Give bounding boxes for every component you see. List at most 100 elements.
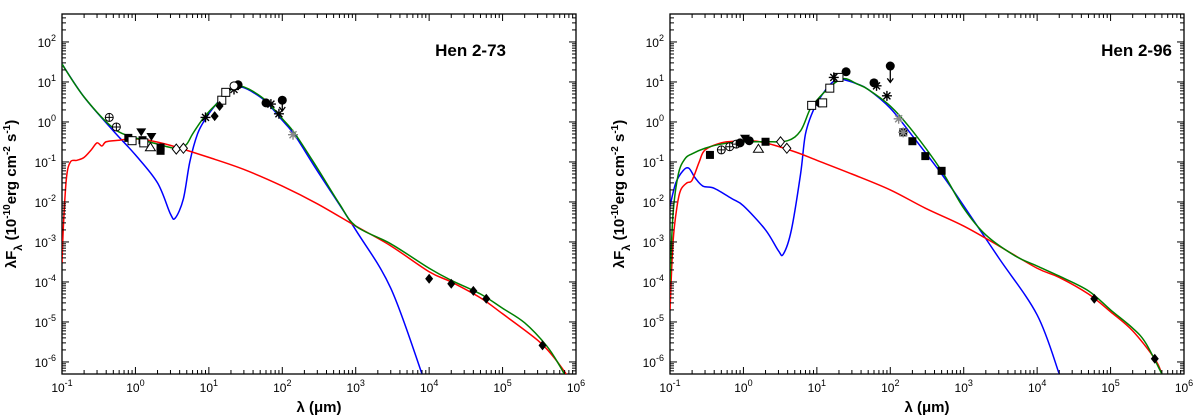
chart-title: Hen 2-73 [435,41,506,60]
x-tick-label: 106 [567,378,585,395]
x-tick-label: 101 [200,378,218,395]
filled-square-marker [921,152,930,161]
gray-asterisk-marker [288,129,299,140]
x-tick-labels: 10-1 100 101 102 103 104 105 106 [51,378,585,395]
filled-diamond-marker [210,111,219,122]
x-tick-label: 104 [420,378,438,395]
y-tick-label: 10-6 [643,353,664,370]
marker-cross [105,113,114,122]
filled-circle-marker [885,61,895,71]
y-tick-label: 10-6 [35,353,56,370]
y-axis-label: λFλ (10-10erg cm-2 s-1) [610,120,633,268]
y-tick-label: 10-1 [35,153,56,170]
filled-triangle-down-marker [136,128,147,137]
y-tick-label: 101 [38,73,56,90]
y-tick-label: 100 [646,113,664,130]
asterisk-marker [200,112,211,123]
x-axis-label: λ (μm) [904,399,949,416]
red-model-curve [670,139,1163,374]
filled-circle-marker [735,138,745,148]
y-tick-label: 10-3 [35,233,56,250]
open-square-marker [127,136,137,146]
series-lines [62,63,568,374]
circle-cross-marker [725,142,735,152]
ticks [669,13,1184,375]
y-tick-label: 102 [646,33,664,50]
filled-diamond-marker [1090,293,1099,304]
green-model-curve [670,77,1163,374]
plot-area-right: Hen 2-96 10-1 100 101 102 103 104 105 106 10-6 1… [643,13,1193,395]
filled-diamond-marker [1150,353,1159,364]
asterisk-marker [273,108,284,119]
gray-asterisk-marker [893,113,904,124]
open-diamond-marker [782,142,792,155]
y-tick-label: 10-4 [643,273,664,290]
marker-cross [725,142,734,151]
x-tick-label: 105 [493,378,511,395]
x-tick-label: 105 [1101,378,1119,395]
x-tick-label: 100 [126,378,144,395]
open-triangle-marker [752,143,765,153]
filled-square-marker [937,166,946,175]
filled-square-marker [156,146,165,155]
y-tick-labels: 10-6 10-5 10-4 10-3 10-2 10-1 100 101 102 [643,33,664,370]
open-diamond-marker [171,143,181,155]
x-tick-label: 106 [1175,378,1193,395]
plot-frame [61,13,577,375]
arrow-down-marker [886,69,894,84]
y-tick-label: 100 [38,113,56,130]
y-tick-label: 10-4 [35,273,56,290]
chart-title: Hen 2-96 [1101,41,1172,60]
x-tick-label: 104 [1028,378,1046,395]
y-tick-label: 10-2 [35,193,56,210]
open-square-marker [221,87,231,97]
red-model-curve [62,138,568,374]
asterisk-marker [828,72,839,83]
data-points [104,80,547,351]
y-tick-label: 10-3 [643,233,664,250]
ticks [61,13,576,375]
x-tick-label: 101 [808,378,826,395]
x-tick-label: 100 [734,378,752,395]
filled-triangle-down-marker [739,134,750,143]
filled-triangle-down-marker [146,133,157,142]
open-square-marker [139,138,149,148]
open-square-marker [807,100,817,110]
y-tick-label: 102 [38,33,56,50]
x-tick-label: 102 [881,378,899,395]
open-square-marker [825,83,835,93]
filled-diamond-marker [538,340,547,351]
y-tick-label: 10-2 [643,193,664,210]
x-tick-label: 103 [347,378,365,395]
open-triangle-marker [144,141,157,152]
filled-square-marker [705,150,714,159]
chart-hen-2-73: Hen 2-73 10-1 100 101 102 103 104 105 106 10-61… [2,13,585,416]
blue-model-curve [62,63,423,374]
y-axis-label: λFλ (10-10erg cm-2 s-1) [2,120,25,268]
filled-circle-marker [841,67,851,77]
plot-area-left: Hen 2-73 10-1 100 101 102 103 104 105 106 10-61… [35,13,585,395]
chart-hen-2-96: Hen 2-96 10-1 100 101 102 103 104 105 106 10-6 1… [610,13,1193,416]
open-square-marker [818,98,828,108]
y-tick-label: 10-1 [643,153,664,170]
x-tick-labels: 10-1 100 101 102 103 104 105 106 [659,378,1193,395]
x-tick-label: 103 [955,378,973,395]
green-model-curve [62,63,566,374]
y-tick-label: 10-5 [35,313,56,330]
gray-asterisk-marker [898,127,909,138]
x-tick-label: 10-1 [51,378,72,395]
x-axis-label: λ (μm) [296,399,341,416]
open-diamond-marker [178,142,189,155]
y-tick-label: 10-5 [643,313,664,330]
data-points [705,61,1159,364]
series-lines [670,77,1163,374]
filled-diamond-marker [482,293,491,304]
x-tick-label: 10-1 [659,378,680,395]
filled-diamond-marker [215,101,224,112]
circle-cross-marker [716,145,726,155]
arrow-down-marker [278,98,286,113]
filled-diamond-marker [469,285,478,296]
y-tick-labels: 10-6 10-5 10-4 10-3 10-2 10-1 100 101 102 [35,33,56,370]
filled-circle-marker [261,98,271,108]
open-circle-marker [229,81,239,91]
